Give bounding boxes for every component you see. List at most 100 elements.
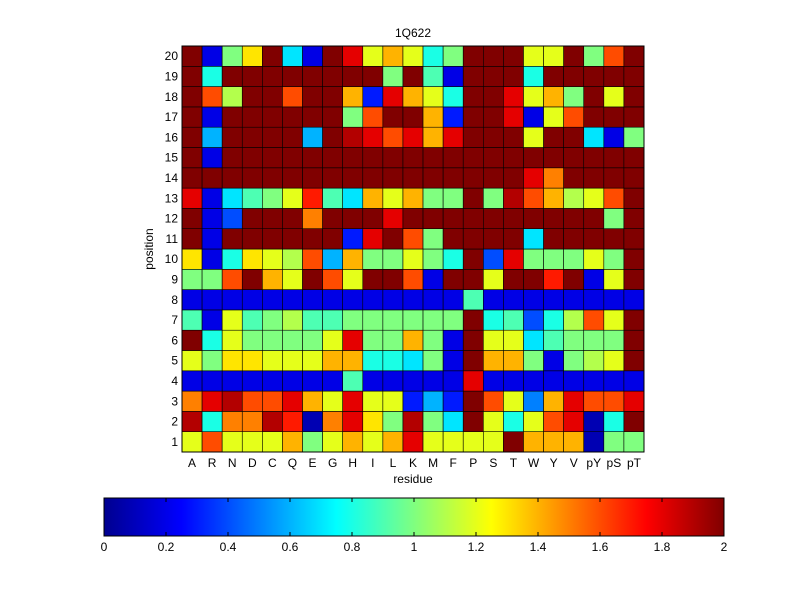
y-axis-label: position <box>142 228 156 269</box>
heatmap-cell-12-Y <box>543 208 564 229</box>
x-tick-label: G <box>328 456 337 470</box>
heatmap-cell-1-A <box>181 431 203 453</box>
heatmap-cell-2-R <box>201 411 223 432</box>
heatmap-cell-12-D <box>241 208 263 229</box>
heatmap-cell-19-L <box>382 66 404 87</box>
heatmap-cell-20-Q <box>282 45 303 67</box>
heatmap-cell-3-L <box>382 390 404 412</box>
heatmap-cell-14-pS <box>603 167 625 189</box>
heatmap-cell-7-Q <box>282 309 303 331</box>
heatmap-cell-1-M <box>422 431 444 453</box>
heatmap-cell-11-pT <box>623 228 645 250</box>
heatmap-cell-5-pY <box>583 350 605 372</box>
heatmap-cell-7-G <box>322 309 343 331</box>
heatmap-cell-2-C <box>262 411 283 432</box>
heatmap-cell-18-H <box>342 86 364 108</box>
heatmap-cell-8-I <box>362 289 384 311</box>
heatmap-cell-13-A <box>181 187 203 209</box>
heatmap-cell-9-H <box>342 268 364 290</box>
heatmap-cell-2-Q <box>282 411 303 432</box>
heatmap-cell-9-V <box>563 268 585 290</box>
y-tick-label: 17 <box>165 110 179 124</box>
heatmap-cell-4-T <box>503 370 524 392</box>
heatmap-cell-11-D <box>241 228 263 250</box>
heatmap-cell-19-R <box>201 66 223 87</box>
heatmap-cell-16-C <box>262 126 283 148</box>
heatmap-cell-11-E <box>302 228 323 250</box>
heatmap-cell-8-H <box>342 289 364 311</box>
heatmap-cell-2-L <box>382 411 404 432</box>
heatmap-cell-20-Y <box>543 45 564 67</box>
heatmap-cell-1-S <box>482 431 504 453</box>
heatmap-cell-19-K <box>402 66 424 87</box>
heatmap-cell-18-R <box>201 86 223 108</box>
heatmap-cell-20-R <box>201 45 223 67</box>
heatmap-cell-8-P <box>462 289 484 311</box>
x-tick-label: L <box>390 456 397 470</box>
heatmap-cell-10-P <box>462 248 484 270</box>
heatmap-cell-8-S <box>482 289 504 311</box>
heatmap-cell-15-E <box>302 147 323 169</box>
heatmap-cell-10-pY <box>583 248 605 270</box>
heatmap-cell-5-N <box>221 350 243 372</box>
heatmap-cell-18-P <box>462 86 484 108</box>
x-tick-label: A <box>188 456 196 470</box>
heatmap-cell-11-pY <box>583 228 605 250</box>
heatmap-cell-2-Y <box>543 411 564 432</box>
heatmap-cell-9-Q <box>282 268 303 290</box>
heatmap-cell-20-pT <box>623 45 645 67</box>
heatmap-cell-7-S <box>482 309 504 331</box>
x-tick-label: F <box>449 456 456 470</box>
heatmap-cell-10-N <box>221 248 243 270</box>
heatmap-cell-10-I <box>362 248 384 270</box>
heatmap-cell-15-pT <box>623 147 645 169</box>
colorbar-tick-label: 1.4 <box>530 540 547 554</box>
heatmap-cell-7-pT <box>623 309 645 331</box>
heatmap-cell-6-D <box>241 329 263 351</box>
heatmap-cell-17-R <box>201 106 223 128</box>
heatmap-cell-13-I <box>362 187 384 209</box>
y-tick-label: 20 <box>165 49 179 63</box>
heatmap-cell-8-N <box>221 289 243 311</box>
heatmap-cell-11-S <box>482 228 504 250</box>
heatmap-cell-2-F <box>442 411 464 432</box>
heatmap-cell-3-pT <box>623 390 645 412</box>
y-tick-label: 2 <box>171 415 178 429</box>
heatmap-cells <box>181 45 645 453</box>
heatmap-cell-4-G <box>322 370 343 392</box>
heatmap-cell-14-W <box>523 167 544 189</box>
heatmap-cell-12-T <box>503 208 524 229</box>
heatmap-cell-6-Q <box>282 329 303 351</box>
colorbar-tick-label: 1.6 <box>592 540 609 554</box>
heatmap-cell-20-T <box>503 45 524 67</box>
heatmap-cell-6-G <box>322 329 343 351</box>
heatmap-cell-7-F <box>442 309 464 331</box>
colorbar <box>103 497 725 537</box>
heatmap-cell-17-C <box>262 106 283 128</box>
heatmap-cell-18-S <box>482 86 504 108</box>
y-tick-label: 3 <box>171 394 178 408</box>
heatmap-cell-3-N <box>221 390 243 412</box>
heatmap-cell-10-Y <box>543 248 564 270</box>
heatmap-cell-19-T <box>503 66 524 87</box>
heatmap-cell-18-K <box>402 86 424 108</box>
heatmap-cell-16-Y <box>543 126 564 148</box>
heatmap-cell-12-V <box>563 208 585 229</box>
heatmap-cell-11-I <box>362 228 384 250</box>
heatmap-cell-17-T <box>503 106 524 128</box>
heatmap-cell-17-pT <box>623 106 645 128</box>
y-tick-label: 18 <box>165 90 179 104</box>
heatmap-cell-13-pY <box>583 187 605 209</box>
y-tick-label: 16 <box>165 130 179 144</box>
heatmap-cell-6-F <box>442 329 464 351</box>
heatmap-cell-1-I <box>362 431 384 453</box>
heatmap-cell-17-G <box>322 106 343 128</box>
heatmap-cell-13-Q <box>282 187 303 209</box>
heatmap-cell-5-S <box>482 350 504 372</box>
heatmap-cell-3-T <box>503 390 524 412</box>
heatmap-cell-13-N <box>221 187 243 209</box>
heatmap-cell-19-G <box>322 66 343 87</box>
heatmap-cell-6-T <box>503 329 524 351</box>
heatmap-cell-4-W <box>523 370 544 392</box>
